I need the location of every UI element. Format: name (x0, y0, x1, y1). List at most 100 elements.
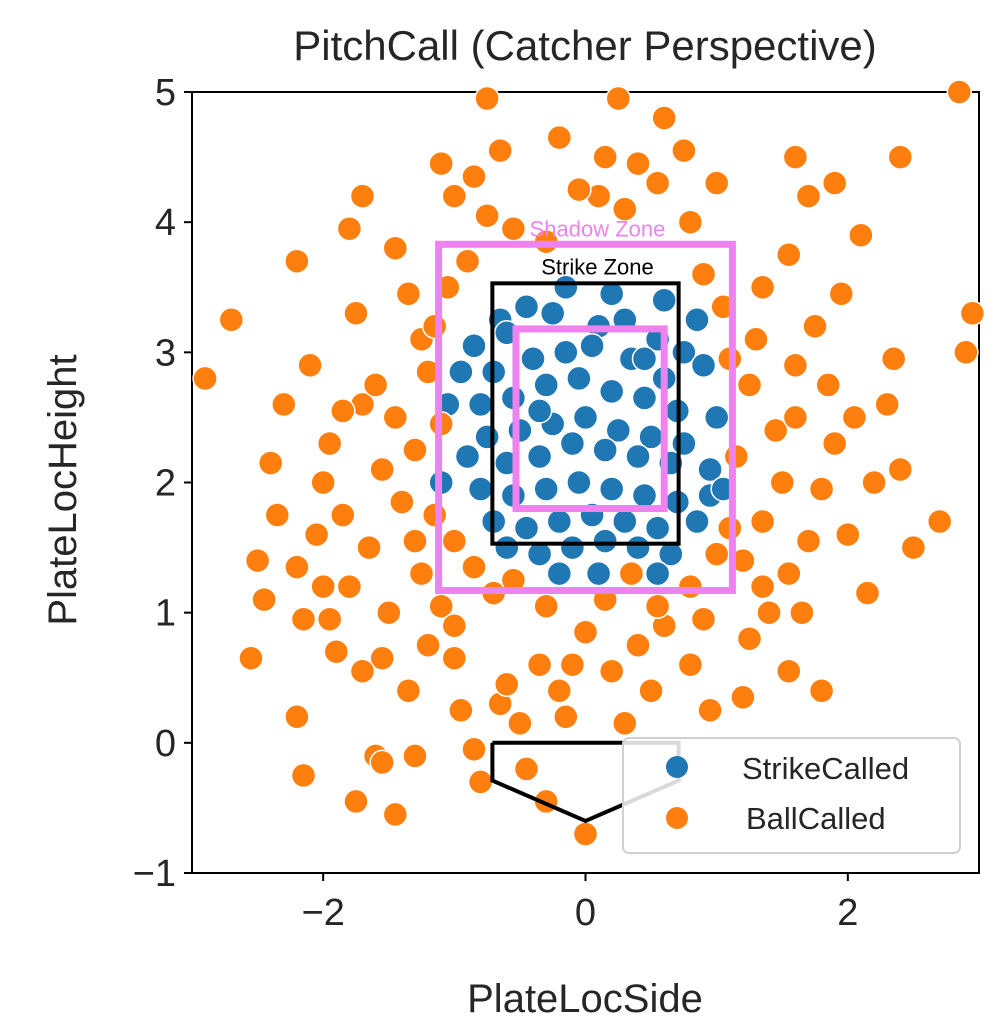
legend-label-ball-called: BallCalled (746, 801, 886, 836)
point-ball-called-3 (297, 352, 323, 379)
point-ball-called-75 (887, 456, 914, 483)
point-strike-called-52 (494, 534, 520, 561)
point-ball-called-90 (612, 196, 638, 222)
point-ball-called-110 (461, 554, 487, 580)
point-ball-called-38 (441, 645, 468, 671)
point-strike-called-32 (559, 430, 586, 457)
y-tick-label: 1 (155, 593, 176, 635)
point-strike-called-10 (553, 339, 579, 366)
point-ball-called-124 (454, 248, 481, 274)
point-ball-called-74 (874, 391, 900, 418)
point-strike-called-34 (625, 443, 651, 470)
axis-ticks: −2 0 2 −1 0 1 2 3 4 5 (133, 72, 859, 934)
point-ball-called-113 (533, 593, 559, 619)
chart-title: PitchCall (Catcher Perspective) (293, 22, 877, 69)
point-strike-called-36 (697, 456, 723, 483)
point-strike-called-66 (598, 281, 625, 307)
point-strike-called-72 (631, 346, 658, 372)
legend-label-strike-called: StrikeCalled (742, 751, 909, 786)
point-strike-called-9 (520, 346, 546, 372)
point-ball-called-141 (782, 352, 809, 379)
point-ball-called-145 (690, 606, 717, 632)
point-strike-called-40 (566, 469, 592, 496)
point-ball-called-109 (441, 528, 468, 554)
point-ball-called-68 (769, 469, 796, 496)
point-ball-called-24 (356, 534, 382, 561)
point-ball-called-116 (644, 593, 671, 619)
y-tick-label: 0 (155, 723, 176, 765)
point-ball-called-136 (264, 502, 291, 528)
point-ball-called-86 (644, 170, 671, 196)
point-strike-called-49 (612, 508, 638, 535)
point-strike-called-31 (526, 443, 553, 470)
point-ball-called-22 (415, 632, 441, 658)
point-ball-called-147 (316, 606, 343, 632)
point-ball-called-53 (756, 599, 782, 626)
point-ball-called-139 (861, 469, 887, 496)
point-ball-called-120 (723, 443, 750, 470)
point-ball-called-87 (671, 137, 697, 164)
point-ball-called-64 (749, 274, 776, 301)
point-ball-called-103 (592, 144, 618, 170)
point-strike-called-20 (631, 385, 658, 411)
legend-box (622, 737, 961, 854)
point-ball-called-18 (343, 788, 369, 815)
shadow-zone-label: Shadow Zone (530, 216, 666, 241)
point-strike-called-19 (598, 378, 625, 405)
point-ball-called-32 (362, 372, 389, 398)
point-ball-called-12 (316, 430, 343, 457)
point-ball-called-134 (369, 749, 395, 776)
point-ball-called-144 (776, 658, 802, 684)
point-ball-called-49 (677, 651, 704, 678)
point-strike-called-50 (644, 515, 671, 541)
point-strike-called-22 (474, 424, 500, 450)
point-ball-called-16 (284, 704, 310, 730)
point-ball-called-61 (848, 222, 874, 248)
point-ball-called-138 (841, 404, 868, 431)
point-strike-called-58 (546, 560, 573, 587)
point-ball-called-153 (330, 398, 356, 424)
point-ball-called-62 (795, 183, 822, 209)
legend-marker-strike-called (666, 756, 688, 778)
point-ball-called-99 (428, 150, 454, 177)
point-ball-called-88 (605, 85, 632, 112)
point-strike-called-71 (526, 398, 553, 424)
point-ball-called-108 (421, 502, 448, 528)
point-strike-called-11 (579, 333, 605, 359)
point-ball-called-29 (382, 235, 409, 261)
x-tick-label: 2 (837, 892, 858, 934)
point-ball-called-13 (330, 502, 356, 528)
y-tick-label: 3 (155, 332, 176, 374)
point-ball-called-84 (703, 170, 730, 196)
point-ball-called-132 (513, 756, 540, 782)
point-strike-called-15 (467, 391, 494, 418)
point-strike-called-53 (526, 541, 553, 567)
point-ball-called-9 (284, 554, 310, 580)
strike-zone-label: Strike Zone (541, 254, 654, 279)
point-strike-called-23 (507, 417, 533, 444)
legend-marker-ball-called (666, 807, 688, 829)
point-strike-called-59 (585, 560, 612, 587)
point-strike-called-68 (684, 307, 710, 333)
point-ball-called-46 (598, 658, 625, 684)
point-strike-called-46 (513, 515, 540, 541)
point-ball-called-30 (395, 281, 422, 307)
point-ball-called-47 (625, 632, 651, 658)
point-ball-called-125 (402, 437, 428, 463)
point-ball-called-118 (703, 541, 730, 567)
point-strike-called-51 (684, 508, 710, 535)
point-ball-called-63 (776, 241, 802, 268)
point-ball-called-135 (467, 769, 494, 795)
point-strike-called-39 (533, 476, 559, 502)
y-tick-label: −1 (133, 853, 176, 895)
point-ball-called-115 (618, 560, 645, 587)
point-ball-called-14 (336, 573, 363, 600)
point-ball-called-146 (369, 645, 395, 671)
point-ball-called-137 (303, 521, 330, 548)
point-ball-called-40 (461, 736, 487, 763)
point-ball-called-17 (290, 762, 317, 789)
point-ball-called-5 (257, 450, 284, 476)
y-tick-label: 2 (155, 463, 176, 505)
point-ball-called-128 (559, 651, 586, 678)
